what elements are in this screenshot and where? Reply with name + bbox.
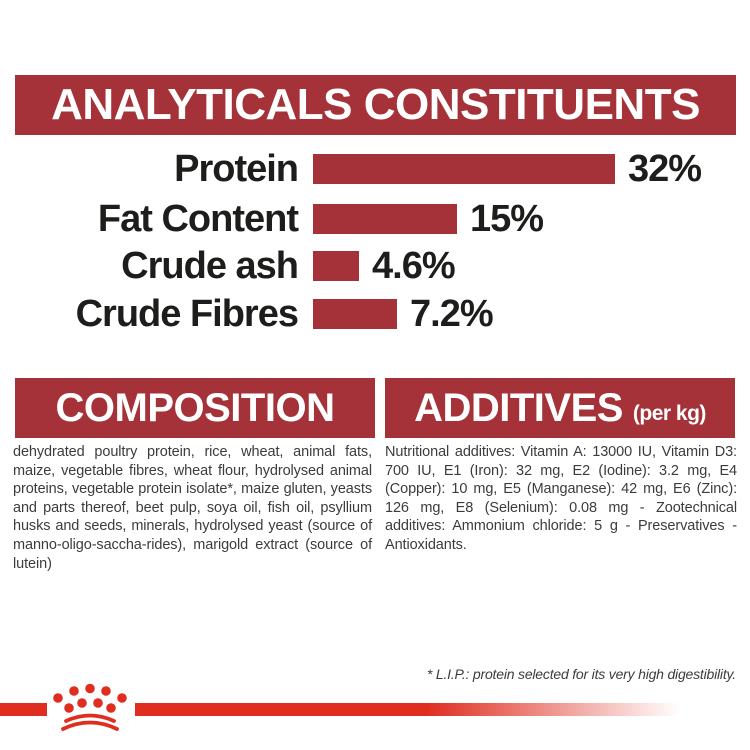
chart-category-label: Protein: [174, 148, 299, 190]
chart-bar: [313, 299, 397, 329]
chart-value-label: 32%: [628, 148, 702, 190]
analyticals-header-title: ANALYTICALS CONSTITUENTS: [51, 80, 700, 129]
composition-header-banner: COMPOSITION: [15, 378, 375, 438]
additives-header-title: ADDITIVES: [414, 385, 623, 430]
bottom-accent-bar-right: [135, 703, 697, 716]
chart-row: Crude Fibres 7.2%: [13, 293, 737, 335]
chart-value-label: 4.6%: [372, 245, 456, 287]
lip-footnote: * L.I.P.: protein selected for its very …: [426, 666, 736, 682]
chart-bar: [313, 251, 359, 281]
chart-bar: [313, 204, 457, 234]
additives-per-kg-label: (per kg): [632, 402, 707, 425]
analytical-constituents-chart: Protein 32% Fat Content 15% Crude ash 4.6% Cru…: [0, 0, 750, 360]
chart-category-label: Fat Content: [97, 198, 299, 240]
additives-text: Nutritional additives: Vitamin A: 13000 …: [385, 444, 737, 553]
additives-header-banner: ADDITIVES (per kg): [385, 378, 735, 438]
chart-row: Crude ash 4.6%: [13, 245, 737, 287]
composition-header-title: COMPOSITION: [55, 385, 335, 430]
bottom-accent-bar-left: [0, 703, 47, 716]
royal-canin-crown-icon: [53, 683, 127, 731]
chart-category-label: Crude ash: [121, 245, 299, 287]
chart-bar: [313, 154, 615, 184]
composition-text: dehydrated poultry protein, rice, wheat,…: [13, 444, 372, 572]
chart-category-label: Crude Fibres: [75, 293, 299, 335]
chart-value-label: 7.2%: [410, 293, 494, 335]
chart-value-label: 15%: [470, 198, 544, 240]
chart-row: Protein 32%: [13, 148, 737, 190]
chart-row: Fat Content 15%: [13, 198, 737, 240]
analyticals-header-banner: ANALYTICALS CONSTITUENTS: [15, 75, 736, 135]
